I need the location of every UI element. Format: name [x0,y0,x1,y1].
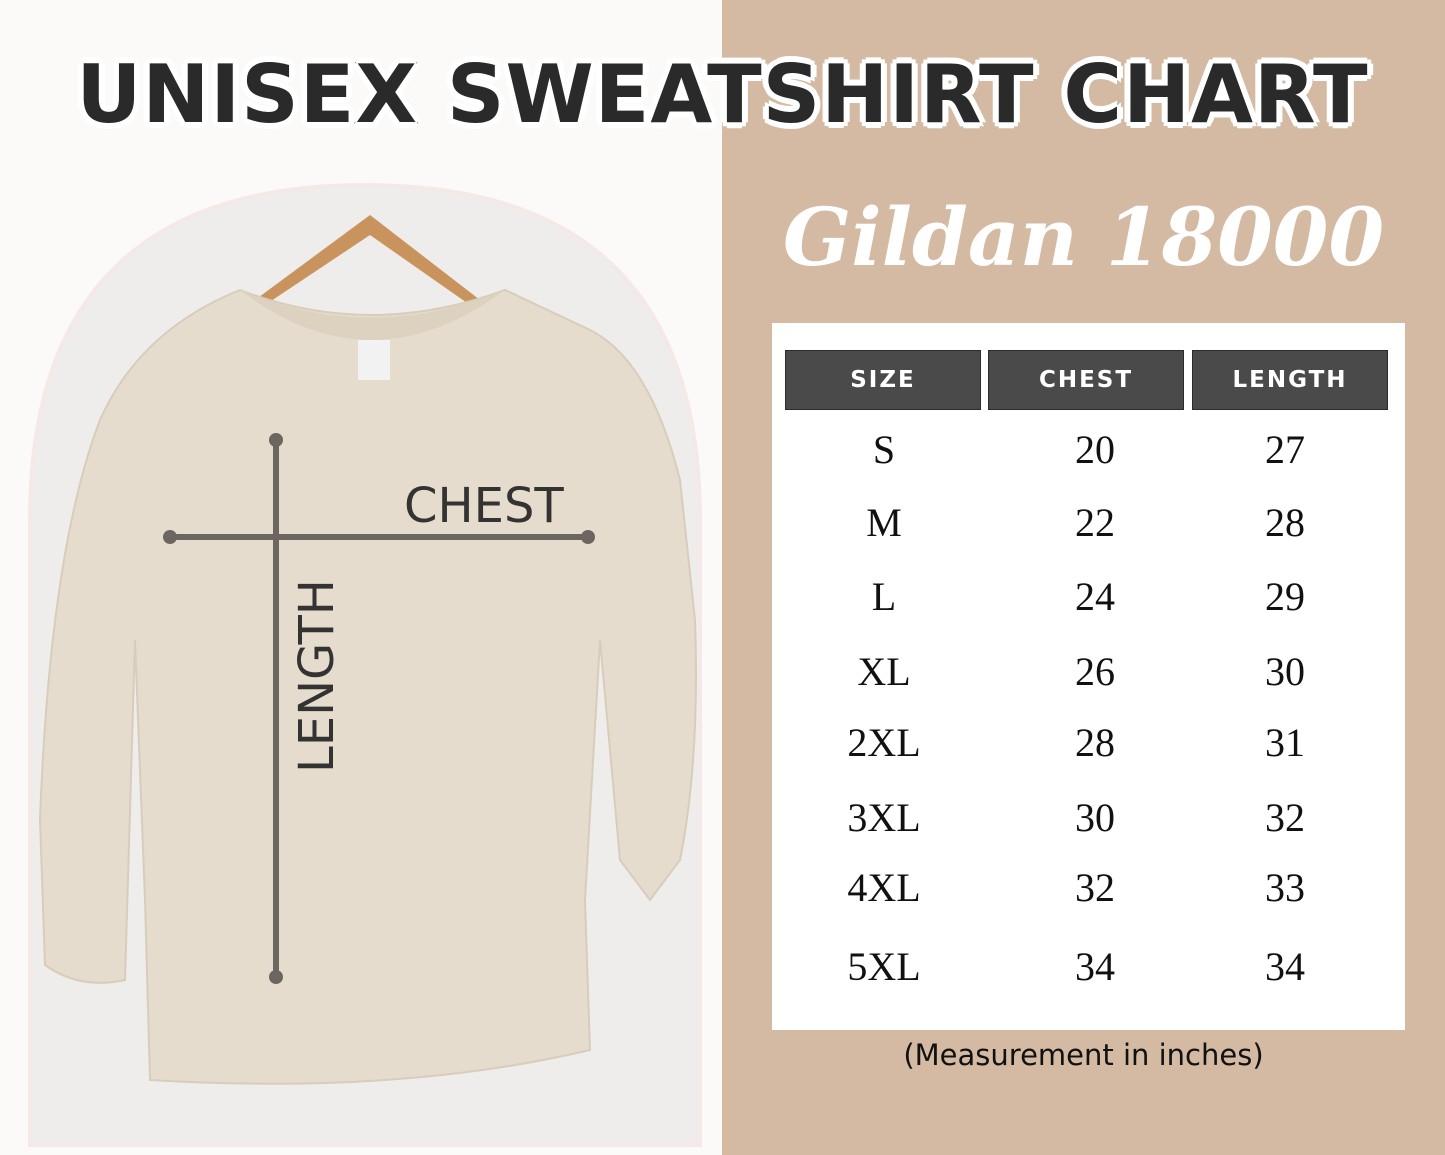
cell-length: 27 [1265,427,1305,472]
cell-size: 2XL [847,720,921,765]
cell-chest: 22 [1075,500,1115,545]
cell-size: S [872,427,896,472]
page-title: UNISEX SWEATSHIRT CHART [75,47,1369,143]
header-size: SIZE [785,350,981,410]
cell-length: 32 [1265,795,1305,840]
cell-size: 5XL [847,944,921,989]
size-table: SIZE CHEST LENGTH S 20 27 M 22 28 L 24 29 XL 26 30 2… [772,323,1405,1030]
cell-chest: 34 [1075,944,1115,989]
cell-length: 31 [1265,720,1305,765]
cell-length: 34 [1265,944,1305,989]
cell-length: 29 [1265,574,1305,619]
cell-size: 4XL [847,865,921,910]
cell-chest: 32 [1075,865,1115,910]
cell-chest: 28 [1075,720,1115,765]
cell-size: 3XL [847,795,921,840]
cell-chest: 20 [1075,427,1115,472]
sweatshirt-photo [28,182,702,1147]
cell-chest: 30 [1075,795,1115,840]
header-chest: CHEST [988,350,1184,410]
cell-chest: 26 [1075,649,1115,694]
collar [240,290,505,340]
chest-label: CHEST [404,478,564,534]
hanger-icon [255,215,480,305]
cell-length: 28 [1265,500,1305,545]
cell-chest: 24 [1075,574,1115,619]
cell-size: XL [857,649,911,694]
cell-size: M [866,500,902,545]
product-model: Gildan 18000 [782,190,1385,284]
cell-length: 33 [1265,865,1305,910]
length-label: LENGTH [289,579,345,773]
header-length: LENGTH [1192,350,1388,410]
sweatshirt-icon [38,288,697,1085]
cell-size: L [871,574,897,619]
tag [358,340,390,380]
cell-length: 30 [1265,649,1305,694]
measurement-note: (Measurement in inches) [903,1038,1264,1072]
